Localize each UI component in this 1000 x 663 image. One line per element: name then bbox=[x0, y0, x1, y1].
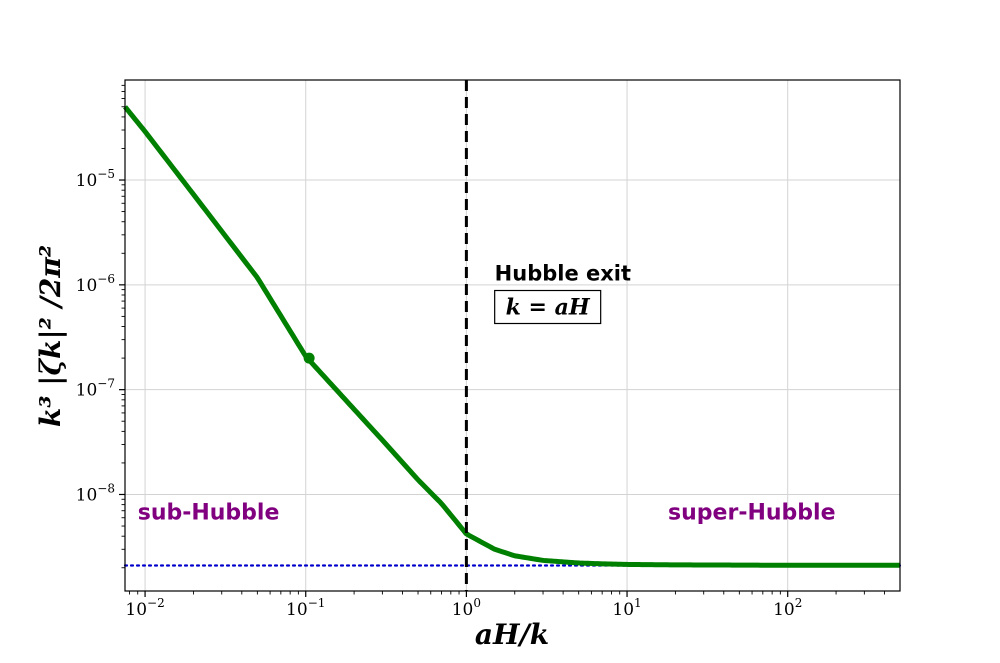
y-tick-label: 10−8 bbox=[76, 481, 115, 505]
y-axis-title: k³ |ζk|² /2π² bbox=[34, 245, 67, 427]
power-spectrum-curve bbox=[123, 105, 900, 568]
plot-frame bbox=[124, 79, 901, 592]
sub-hubble-label: sub-Hubble bbox=[138, 500, 280, 525]
y-tick-label: 10−7 bbox=[76, 377, 115, 401]
x-tick-label: 101 bbox=[612, 596, 641, 620]
y-tick-label: 10−5 bbox=[76, 167, 115, 191]
hubble-exit-formula: k = aH bbox=[506, 295, 591, 321]
ticks: 10−2 10−1 100 101 102 10−8 10−7 10−6 10−5 bbox=[76, 84, 885, 620]
annotations: Hubble exit k = aH sub-Hubble super-Hubble bbox=[138, 262, 836, 526]
x-axis-title: aH/k bbox=[475, 618, 549, 651]
x-tick-label: 100 bbox=[452, 596, 481, 620]
x-tick-label: 102 bbox=[773, 596, 802, 620]
y-tick-label: 10−6 bbox=[76, 272, 115, 296]
super-hubble-label: super-Hubble bbox=[668, 500, 835, 525]
hubble-exit-label: Hubble exit bbox=[495, 262, 631, 286]
x-tick-label: 10−1 bbox=[286, 596, 325, 620]
hubble-exit-box bbox=[494, 289, 602, 325]
x-tick-label: 10−2 bbox=[125, 596, 164, 620]
curve-marker bbox=[303, 352, 315, 364]
series-layer bbox=[123, 80, 902, 591]
